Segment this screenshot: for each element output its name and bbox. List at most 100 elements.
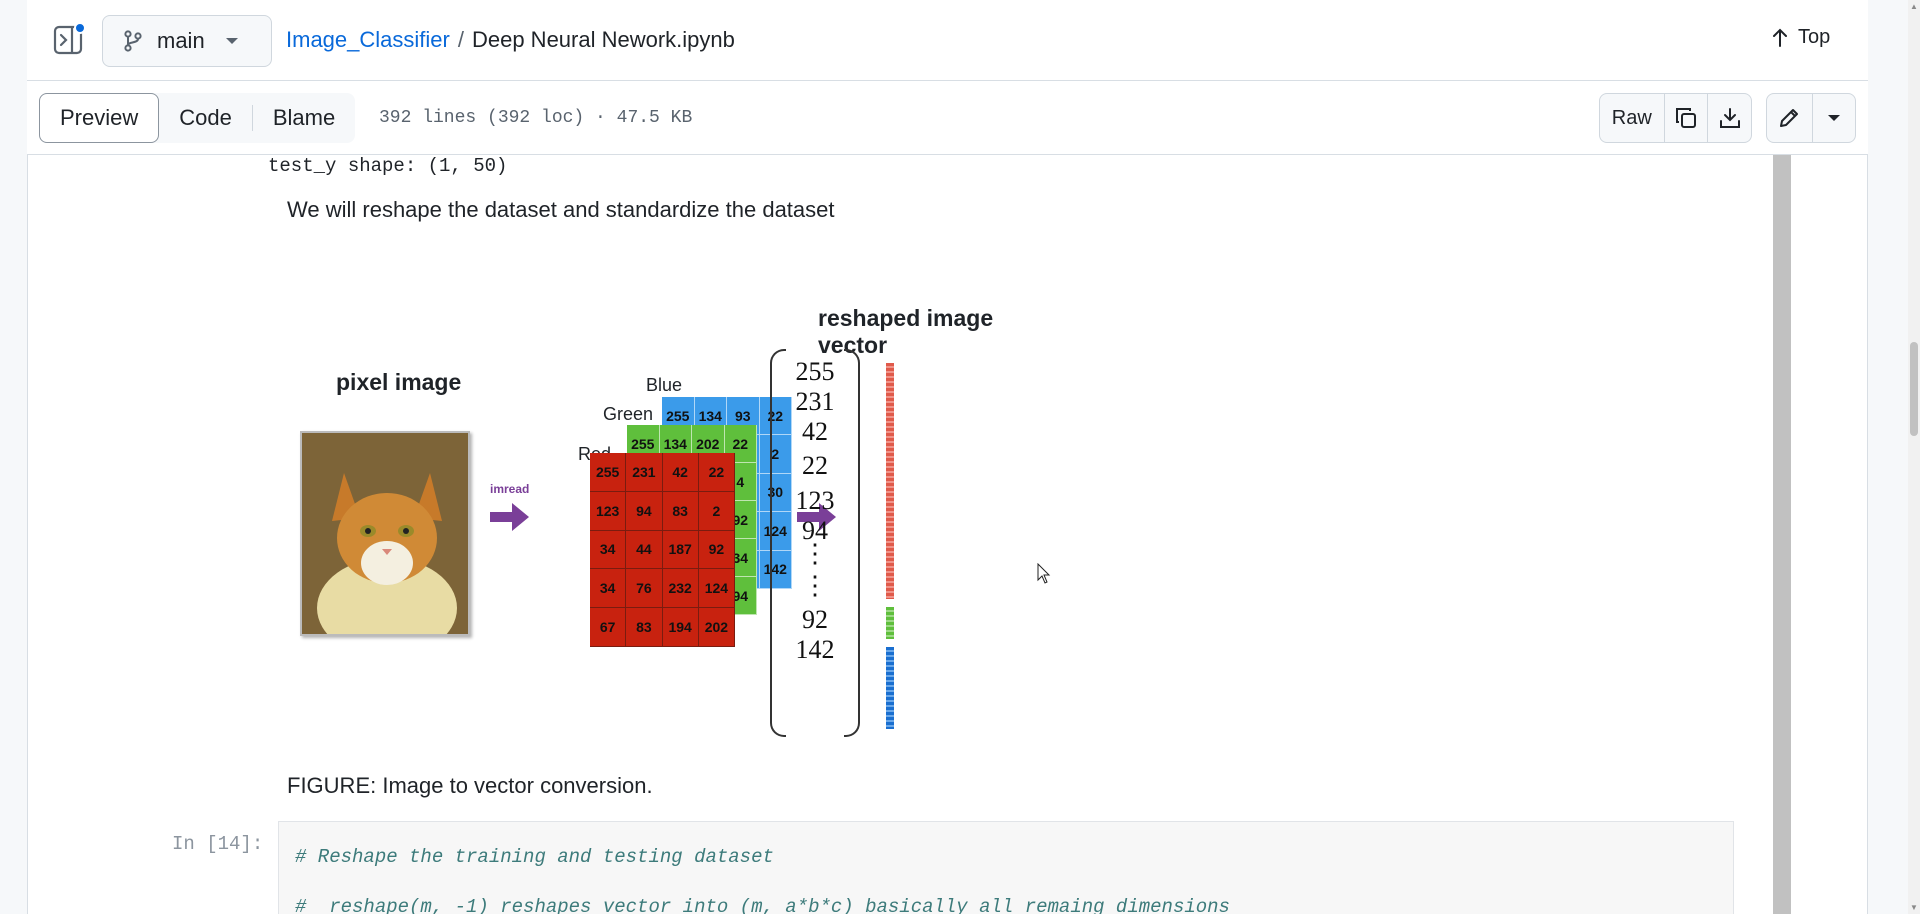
grid-cell: 34	[590, 530, 627, 570]
breadcrumb-repo-link[interactable]: Image_Classifier	[286, 27, 450, 52]
mouse-cursor-icon	[1037, 563, 1051, 584]
caret-down-icon	[225, 38, 238, 44]
vector-value: 42	[802, 417, 828, 446]
grid-cell: 44	[626, 530, 663, 570]
grid-cell: 124	[759, 512, 792, 551]
vector-value: 231	[795, 387, 835, 416]
edit-actions-group	[1766, 93, 1856, 143]
breadcrumb-separator: /	[457, 27, 464, 52]
grid-cell: 92	[698, 530, 735, 570]
vector-value: 92	[802, 605, 828, 634]
breadcrumb: Image_Classifier / Deep Neural Nework.ip…	[286, 27, 735, 53]
grid-cell: 124	[698, 569, 735, 609]
edit-options-dropdown[interactable]	[1811, 94, 1855, 142]
window-scrollbar-thumb[interactable]	[1910, 342, 1918, 436]
grid-cell: 187	[662, 530, 699, 570]
grid-cell: 194	[662, 608, 699, 647]
window-scrollbar[interactable]: ▲ ▼	[1908, 0, 1920, 914]
tab-preview[interactable]: Preview	[39, 93, 160, 143]
notification-dot	[74, 22, 86, 34]
notebook-content: test_y shape: (1, 50) We will reshape th…	[27, 155, 1773, 914]
figure-title-vector: reshaped image vector	[818, 305, 994, 358]
vector-value: 22	[802, 451, 828, 480]
breadcrumb-file-name: Deep Neural Nework.ipynb	[471, 27, 735, 52]
tab-blame[interactable]: Blame	[272, 105, 336, 130]
branch-name: main	[157, 28, 205, 53]
grid-cell: 2	[698, 491, 735, 531]
code-comment-line: # reshape(m, -1) reshapes vector into (m…	[295, 896, 1230, 914]
file-toolbar: Preview Code Blame 392 lines (392 loc) ·…	[27, 81, 1868, 155]
copy-icon	[1675, 108, 1696, 128]
markdown-paragraph: We will reshape the dataset and standard…	[287, 197, 835, 222]
grid-cell: 94	[626, 491, 663, 531]
edit-file-button[interactable]	[1767, 94, 1812, 142]
download-button[interactable]	[1707, 94, 1751, 142]
grid-cell: 2	[759, 435, 792, 474]
vector-segment-blue	[886, 647, 894, 729]
vector-segment-red	[886, 363, 894, 599]
grid-cell: 123	[590, 491, 627, 531]
top-label: Top	[1798, 26, 1831, 48]
grid-cell: 83	[626, 608, 663, 647]
branch-selector-button[interactable]: main	[102, 15, 272, 67]
raw-button[interactable]: Raw	[1611, 106, 1652, 129]
scroll-down-arrow-icon[interactable]: ▼	[1910, 903, 1918, 912]
back-to-top-button[interactable]: Top	[1772, 26, 1830, 49]
cat-photo	[300, 431, 470, 636]
grid-cell: 232	[662, 569, 699, 609]
git-branch-icon	[124, 30, 142, 52]
caret-down-icon	[1827, 115, 1840, 121]
file-header: main Image_Classifier / Deep Neural Newo…	[27, 0, 1868, 81]
arrow-up-icon	[1773, 28, 1787, 47]
pencil-icon	[1780, 109, 1799, 127]
grid-cell: 34	[590, 569, 627, 609]
copy-raw-button[interactable]	[1663, 94, 1708, 142]
grid-cell: 22	[759, 397, 792, 436]
page-gutter-left	[0, 0, 27, 914]
grid-cell: 142	[759, 550, 792, 589]
figure-title-pixel: pixel image	[336, 369, 462, 395]
vector-value: 255	[795, 357, 835, 386]
file-actions-group: Raw	[1599, 93, 1752, 143]
vector-value: 94	[802, 516, 828, 545]
channel-label-blue: Blue	[646, 375, 683, 395]
sidebar-toggle-button[interactable]	[52, 22, 86, 56]
imread-label: imread	[490, 482, 530, 496]
arrow-right-icon	[490, 503, 529, 531]
vector-value: ⋮	[802, 539, 828, 568]
grid-cell: 83	[662, 491, 699, 531]
right-parenthesis	[844, 349, 860, 737]
channel-label-green: Green	[603, 404, 654, 424]
vector-value: 123	[795, 486, 835, 515]
vector-segment-green	[886, 607, 894, 639]
grid-cell: 67	[590, 608, 627, 647]
grid-cell: 231	[626, 453, 663, 492]
grid-cell: 42	[662, 453, 699, 492]
code-cell: # Reshape the training and testing datas…	[278, 821, 1734, 914]
tab-code[interactable]: Code	[179, 105, 232, 130]
red-channel-grid: 255 231 42 22 123 94 83 2 34 44 187 92 34 76 232 124 67 8…	[590, 453, 735, 647]
content-scrollbar[interactable]	[1773, 155, 1791, 914]
left-parenthesis	[770, 349, 786, 737]
reshaped-vector: 255 231 42 22 123 94 ⋮ ⋮ 92 142	[770, 349, 860, 737]
arrow-right-icon	[797, 503, 836, 531]
grid-cell: 202	[698, 608, 735, 647]
tab-divider	[251, 105, 253, 131]
vector-value: 142	[795, 635, 835, 664]
grid-cell: 22	[698, 453, 735, 492]
cell-output-text: test_y shape: (1, 50)	[268, 155, 508, 177]
scroll-up-arrow-icon[interactable]: ▲	[1910, 2, 1918, 11]
vector-value: ⋮	[802, 571, 828, 600]
view-mode-tabs: Preview Code Blame	[39, 93, 356, 143]
download-icon	[1719, 108, 1740, 128]
figure-caption: FIGURE: Image to vector conversion.	[287, 773, 653, 798]
grid-cell: 255	[590, 453, 627, 492]
figure-image-to-vector: reshaped image vector pixel image imread…	[294, 245, 1054, 775]
sidebar-expand-icon	[53, 25, 83, 55]
content-scrollbar-thumb[interactable]	[1773, 155, 1791, 914]
code-comment-line: # Reshape the training and testing datas…	[295, 846, 774, 868]
page-gutter-right	[1868, 0, 1908, 914]
grid-cell: 76	[626, 569, 663, 609]
file-meta: 392 lines (392 loc) · 47.5 KB	[379, 108, 693, 128]
cell-prompt: In [14]:	[172, 833, 264, 855]
